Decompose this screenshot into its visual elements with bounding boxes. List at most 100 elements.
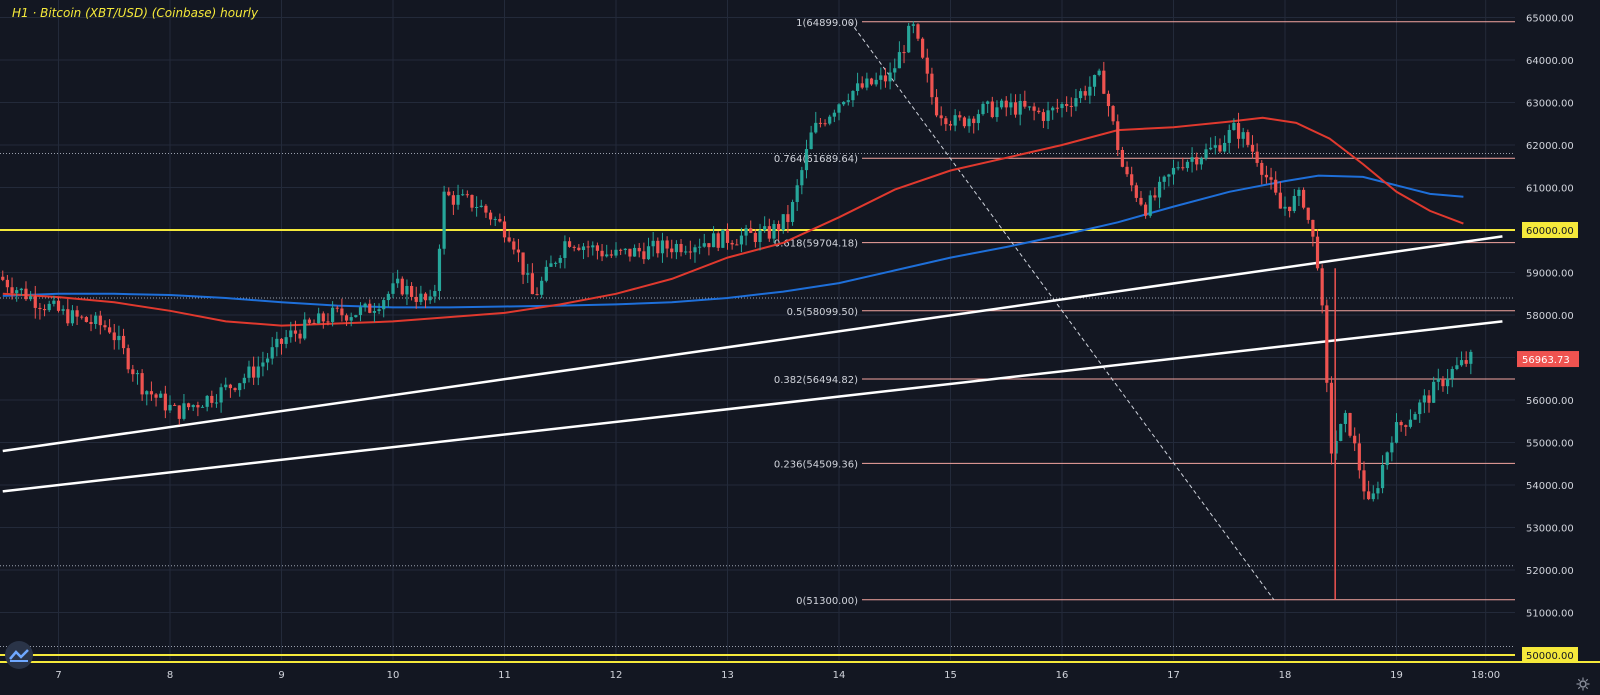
candle-body xyxy=(1083,91,1087,96)
candle-body xyxy=(860,83,864,88)
candle-body xyxy=(535,294,539,296)
price-tick-label: 52000.00 xyxy=(1526,566,1574,577)
candle-body xyxy=(753,232,757,243)
candle-body xyxy=(456,195,460,205)
candle-body xyxy=(1450,368,1454,379)
candle-body xyxy=(1232,123,1236,130)
candle-body xyxy=(851,90,855,101)
candle-body xyxy=(307,319,311,323)
candle-body xyxy=(177,405,181,419)
candle-body xyxy=(981,103,985,115)
candle-body xyxy=(56,300,61,311)
candle-body xyxy=(233,388,237,391)
candle-body xyxy=(897,52,901,69)
candle-body xyxy=(335,307,339,309)
candle-body xyxy=(1301,189,1306,208)
fibonacci-retracement: 1(64899.00) 0.764(61689.64) 0.618(59704.18… xyxy=(774,18,1515,607)
candle-body xyxy=(934,97,939,116)
candle-body xyxy=(614,249,618,256)
candle-body xyxy=(558,257,562,263)
candle-body xyxy=(493,218,497,220)
candle-body xyxy=(1241,132,1245,139)
candle-body xyxy=(790,201,795,222)
tradingview-logo-icon[interactable] xyxy=(5,641,33,669)
candle-body xyxy=(995,107,999,118)
candle-body xyxy=(400,278,404,295)
candle-body xyxy=(1097,70,1101,75)
candle-body xyxy=(953,115,957,126)
candle-body xyxy=(772,223,776,239)
candle-body xyxy=(809,132,813,150)
candle-body xyxy=(939,115,943,119)
candle-body xyxy=(795,185,799,202)
candle-body xyxy=(182,403,186,419)
candle-body xyxy=(540,280,544,295)
candle-body xyxy=(623,248,627,251)
candle-body xyxy=(1348,412,1352,436)
candle-body xyxy=(1436,378,1440,382)
candle-body xyxy=(19,288,23,291)
candle-body xyxy=(1190,157,1194,162)
candle-body xyxy=(265,358,270,363)
candle-body xyxy=(1023,100,1027,107)
price-tick-label: 65000.00 xyxy=(1526,14,1574,25)
candle-body xyxy=(925,57,929,74)
candle-body xyxy=(1320,268,1324,306)
candle-body xyxy=(1367,491,1371,500)
candle-body xyxy=(1209,147,1213,150)
candle-body xyxy=(1394,422,1399,443)
candle-body xyxy=(317,313,321,324)
gear-icon[interactable] xyxy=(1576,676,1590,691)
candle-body xyxy=(1181,167,1185,169)
price-tag-yellow xyxy=(1522,647,1578,663)
candle-body xyxy=(1009,102,1013,108)
fib-level-label: 1(64899.00) xyxy=(796,18,858,29)
time-tick-label: 11 xyxy=(498,670,511,681)
candle-body xyxy=(238,383,242,391)
candle-body xyxy=(5,279,9,288)
time-tick-label: 8 xyxy=(167,670,173,681)
candle-body xyxy=(637,247,641,252)
candle-body xyxy=(1088,86,1092,96)
candle-body xyxy=(200,406,205,408)
candle-body xyxy=(530,273,534,295)
candle-body xyxy=(1125,166,1129,175)
candle-body xyxy=(1380,465,1385,489)
candle-body xyxy=(256,366,260,378)
candle-body xyxy=(498,218,502,222)
candle-body xyxy=(1432,381,1436,403)
candle-body xyxy=(163,393,167,411)
candle-body xyxy=(1334,440,1338,454)
candle-body xyxy=(986,101,990,104)
candle-body xyxy=(763,226,767,231)
candle-body xyxy=(660,240,665,254)
candle-body xyxy=(656,240,660,254)
candle-body xyxy=(874,79,878,85)
candle-body xyxy=(303,319,307,339)
candle-body xyxy=(893,68,897,73)
candle-body xyxy=(1051,107,1055,111)
fib-diagonal-line xyxy=(849,21,1275,601)
candle-body xyxy=(609,254,613,256)
candle-body xyxy=(1455,365,1459,369)
candle-body xyxy=(1116,121,1120,150)
candle-body xyxy=(698,246,702,248)
candle-body xyxy=(1148,195,1152,216)
candle-body xyxy=(605,254,609,257)
candle-body xyxy=(331,307,335,322)
candle-body xyxy=(1357,443,1361,471)
candle-body xyxy=(1469,351,1473,364)
candle-body xyxy=(1069,105,1073,107)
time-tick-label: 9 xyxy=(278,670,284,681)
candle-body xyxy=(312,322,316,324)
candle-body xyxy=(349,317,353,321)
candle-body xyxy=(865,78,869,88)
candle-body xyxy=(628,248,632,257)
horizontal-levels xyxy=(0,153,1600,656)
candle-body xyxy=(846,100,850,102)
candle-body xyxy=(976,114,980,124)
candle-body xyxy=(1013,102,1018,115)
candle-body xyxy=(1106,93,1111,107)
price-tick-label: 50000.00 xyxy=(1526,651,1574,662)
